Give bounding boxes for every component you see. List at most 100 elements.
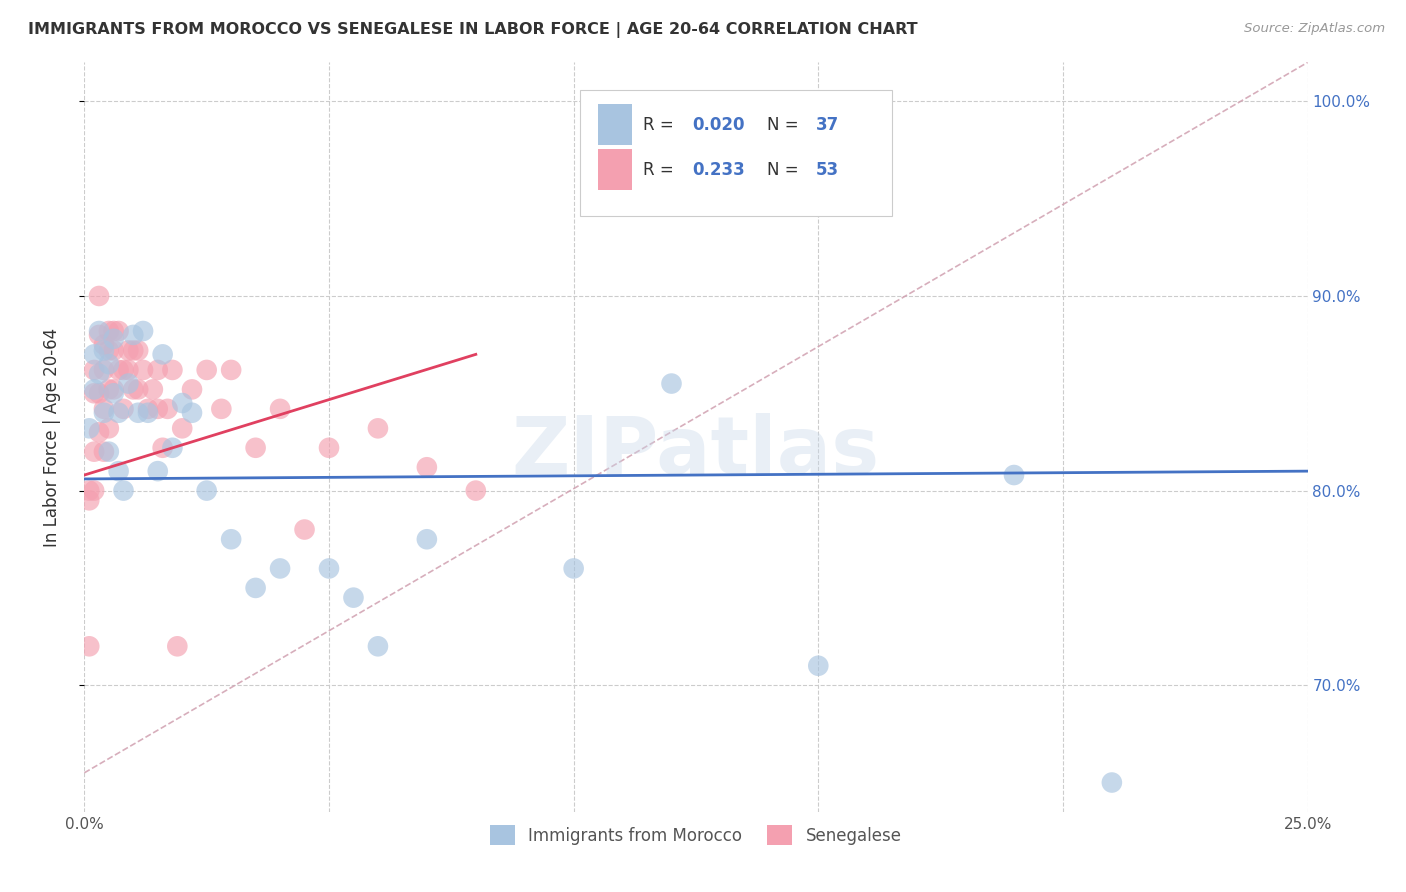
Point — [112, 483, 135, 498]
Point — [87, 425, 110, 440]
Point — [97, 444, 120, 458]
FancyBboxPatch shape — [598, 104, 633, 145]
Text: IMMIGRANTS FROM MOROCCO VS SENEGALESE IN LABOR FORCE | AGE 20-64 CORRELATION CHA: IMMIGRANTS FROM MOROCCO VS SENEGALESE IN… — [28, 22, 918, 38]
Point — [342, 591, 364, 605]
Point — [87, 289, 110, 303]
Point — [807, 658, 830, 673]
Point — [77, 493, 100, 508]
Point — [661, 376, 683, 391]
Point — [103, 343, 125, 358]
Point — [77, 483, 100, 498]
Point — [195, 363, 218, 377]
Point — [172, 421, 194, 435]
Point — [162, 363, 184, 377]
Point — [112, 401, 135, 416]
Point — [269, 561, 291, 575]
Point — [127, 343, 149, 358]
Point — [152, 441, 174, 455]
Point — [146, 401, 169, 416]
Point — [97, 357, 120, 371]
Text: R =: R = — [644, 116, 679, 134]
Text: N =: N = — [766, 116, 804, 134]
Point — [146, 464, 169, 478]
Point — [219, 533, 242, 547]
Point — [77, 421, 100, 435]
Point — [107, 363, 129, 377]
Point — [93, 401, 115, 416]
Point — [93, 343, 115, 358]
Y-axis label: In Labor Force | Age 20-64: In Labor Force | Age 20-64 — [42, 327, 60, 547]
Point — [132, 324, 155, 338]
Point — [136, 401, 159, 416]
Point — [93, 337, 115, 351]
Point — [464, 483, 486, 498]
Point — [142, 383, 165, 397]
Point — [122, 327, 145, 342]
Point — [83, 363, 105, 377]
Point — [1101, 775, 1123, 789]
Point — [152, 347, 174, 361]
Point — [97, 324, 120, 338]
Point — [97, 421, 120, 435]
Point — [97, 343, 120, 358]
Point — [416, 460, 439, 475]
Point — [127, 406, 149, 420]
Point — [93, 406, 115, 420]
Point — [77, 640, 100, 654]
Point — [122, 383, 145, 397]
Point — [107, 464, 129, 478]
Point — [93, 444, 115, 458]
Point — [117, 376, 139, 391]
Text: 0.233: 0.233 — [692, 161, 745, 178]
Point — [83, 483, 105, 498]
Point — [112, 363, 135, 377]
Point — [219, 363, 242, 377]
Point — [97, 383, 120, 397]
Point — [107, 406, 129, 420]
Point — [83, 386, 105, 401]
Point — [132, 363, 155, 377]
Text: Source: ZipAtlas.com: Source: ZipAtlas.com — [1244, 22, 1385, 36]
Point — [103, 324, 125, 338]
FancyBboxPatch shape — [579, 90, 891, 216]
Point — [367, 421, 389, 435]
Legend: Immigrants from Morocco, Senegalese: Immigrants from Morocco, Senegalese — [484, 819, 908, 852]
Point — [103, 332, 125, 346]
Point — [209, 401, 232, 416]
Point — [181, 383, 204, 397]
Point — [117, 363, 139, 377]
Point — [117, 343, 139, 358]
Point — [93, 363, 115, 377]
Text: 53: 53 — [815, 161, 839, 178]
Point — [172, 396, 194, 410]
Point — [181, 406, 204, 420]
Point — [103, 386, 125, 401]
Point — [269, 401, 291, 416]
Point — [107, 324, 129, 338]
Text: R =: R = — [644, 161, 679, 178]
Point — [318, 441, 340, 455]
Point — [146, 363, 169, 377]
Text: ZIPatlas: ZIPatlas — [512, 413, 880, 491]
Point — [83, 347, 105, 361]
Point — [87, 324, 110, 338]
FancyBboxPatch shape — [598, 149, 633, 190]
Point — [562, 561, 585, 575]
Text: N =: N = — [766, 161, 804, 178]
Point — [318, 561, 340, 575]
Point — [1002, 468, 1025, 483]
Text: 0.020: 0.020 — [692, 116, 745, 134]
Point — [83, 383, 105, 397]
Point — [195, 483, 218, 498]
Point — [245, 581, 267, 595]
Point — [245, 441, 267, 455]
Point — [122, 343, 145, 358]
Point — [162, 441, 184, 455]
Point — [156, 401, 179, 416]
Point — [294, 523, 316, 537]
Point — [166, 640, 188, 654]
Point — [87, 367, 110, 381]
Point — [87, 386, 110, 401]
Point — [136, 406, 159, 420]
Point — [103, 383, 125, 397]
